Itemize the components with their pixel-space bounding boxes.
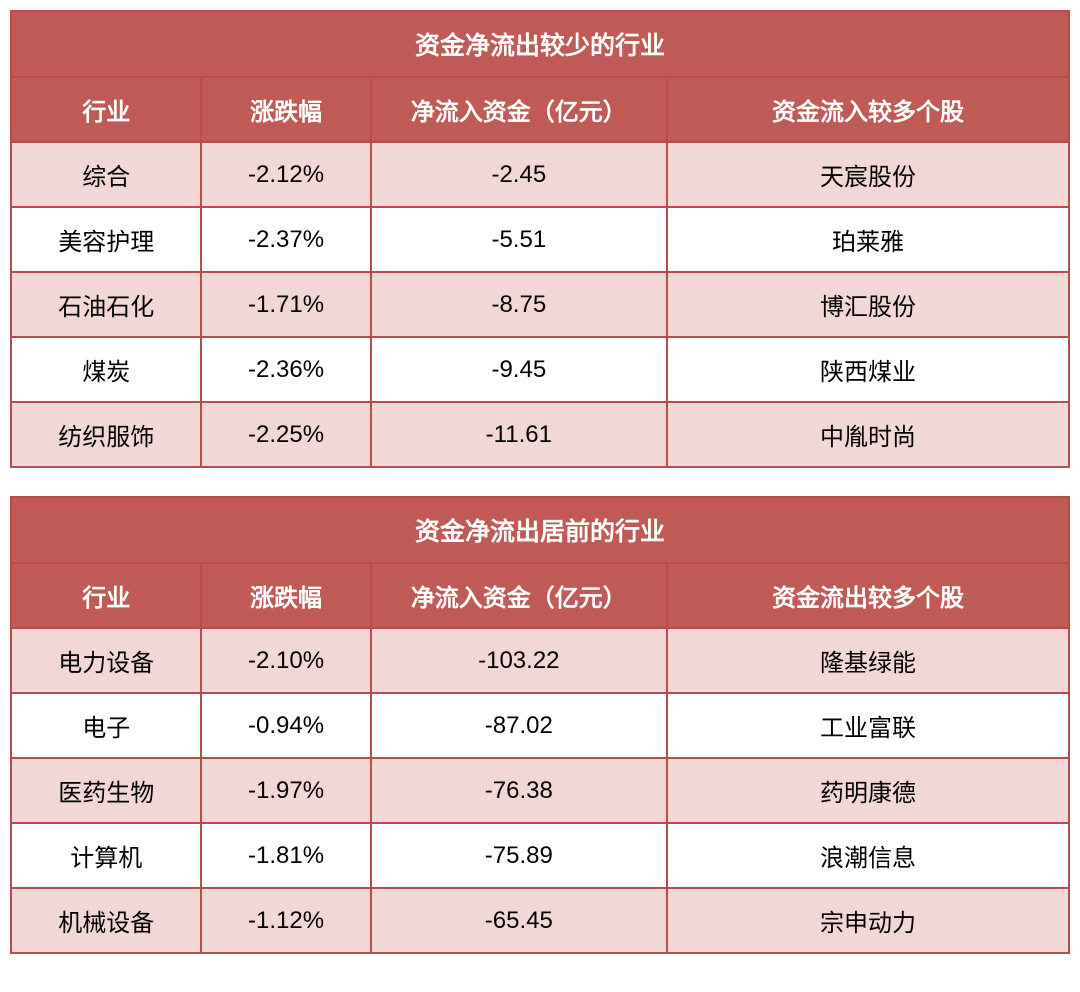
table-row: 石油石化 -1.71% -8.75 博汇股份 — [11, 272, 1069, 337]
cell-netflow: -8.75 — [371, 272, 667, 337]
table-title: 资金净流出居前的行业 — [11, 497, 1069, 563]
cell-change: -1.71% — [201, 272, 370, 337]
col-change: 涨跌幅 — [201, 77, 370, 142]
col-stock: 资金流出较多个股 — [667, 563, 1069, 628]
cell-netflow: -65.45 — [371, 888, 667, 953]
cell-netflow: -5.51 — [371, 207, 667, 272]
cell-netflow: -9.45 — [371, 337, 667, 402]
table-row: 电子 -0.94% -87.02 工业富联 — [11, 693, 1069, 758]
table-title-row: 资金净流出较少的行业 — [11, 11, 1069, 77]
col-industry: 行业 — [11, 77, 201, 142]
cell-change: -2.12% — [201, 142, 370, 207]
cell-stock: 工业富联 — [667, 693, 1069, 758]
cell-change: -1.81% — [201, 823, 370, 888]
col-stock: 资金流入较多个股 — [667, 77, 1069, 142]
table-row: 电力设备 -2.10% -103.22 隆基绿能 — [11, 628, 1069, 693]
cell-change: -1.97% — [201, 758, 370, 823]
col-change: 涨跌幅 — [201, 563, 370, 628]
table-row: 医药生物 -1.97% -76.38 药明康德 — [11, 758, 1069, 823]
data-table: 资金净流出较少的行业 行业 涨跌幅 净流入资金（亿元） 资金流入较多个股 综合 … — [10, 10, 1070, 468]
cell-stock: 博汇股份 — [667, 272, 1069, 337]
cell-stock: 珀莱雅 — [667, 207, 1069, 272]
cell-netflow: -11.61 — [371, 402, 667, 467]
cell-industry: 煤炭 — [11, 337, 201, 402]
table-title-row: 资金净流出居前的行业 — [11, 497, 1069, 563]
cell-netflow: -103.22 — [371, 628, 667, 693]
table-least-outflow: 资金净流出较少的行业 行业 涨跌幅 净流入资金（亿元） 资金流入较多个股 综合 … — [10, 10, 1070, 468]
cell-industry: 纺织服饰 — [11, 402, 201, 467]
cell-industry: 医药生物 — [11, 758, 201, 823]
table-row: 美容护理 -2.37% -5.51 珀莱雅 — [11, 207, 1069, 272]
cell-netflow: -76.38 — [371, 758, 667, 823]
table-header-row: 行业 涨跌幅 净流入资金（亿元） 资金流入较多个股 — [11, 77, 1069, 142]
table-row: 煤炭 -2.36% -9.45 陕西煤业 — [11, 337, 1069, 402]
cell-change: -1.12% — [201, 888, 370, 953]
cell-industry: 电子 — [11, 693, 201, 758]
cell-change: -2.37% — [201, 207, 370, 272]
cell-stock: 隆基绿能 — [667, 628, 1069, 693]
col-netflow: 净流入资金（亿元） — [371, 77, 667, 142]
data-table: 资金净流出居前的行业 行业 涨跌幅 净流入资金（亿元） 资金流出较多个股 电力设… — [10, 496, 1070, 954]
cell-change: -2.36% — [201, 337, 370, 402]
table-header-row: 行业 涨跌幅 净流入资金（亿元） 资金流出较多个股 — [11, 563, 1069, 628]
cell-industry: 计算机 — [11, 823, 201, 888]
table-row: 机械设备 -1.12% -65.45 宗申动力 — [11, 888, 1069, 953]
cell-change: -0.94% — [201, 693, 370, 758]
col-industry: 行业 — [11, 563, 201, 628]
cell-change: -2.25% — [201, 402, 370, 467]
cell-netflow: -87.02 — [371, 693, 667, 758]
cell-netflow: -75.89 — [371, 823, 667, 888]
cell-industry: 综合 — [11, 142, 201, 207]
cell-industry: 美容护理 — [11, 207, 201, 272]
cell-industry: 机械设备 — [11, 888, 201, 953]
cell-netflow: -2.45 — [371, 142, 667, 207]
cell-stock: 浪潮信息 — [667, 823, 1069, 888]
cell-industry: 电力设备 — [11, 628, 201, 693]
cell-stock: 宗申动力 — [667, 888, 1069, 953]
cell-stock: 陕西煤业 — [667, 337, 1069, 402]
table-row: 综合 -2.12% -2.45 天宸股份 — [11, 142, 1069, 207]
table-top-outflow: 资金净流出居前的行业 行业 涨跌幅 净流入资金（亿元） 资金流出较多个股 电力设… — [10, 496, 1070, 954]
col-netflow: 净流入资金（亿元） — [371, 563, 667, 628]
table-title: 资金净流出较少的行业 — [11, 11, 1069, 77]
table-row: 纺织服饰 -2.25% -11.61 中胤时尚 — [11, 402, 1069, 467]
cell-stock: 中胤时尚 — [667, 402, 1069, 467]
cell-change: -2.10% — [201, 628, 370, 693]
cell-industry: 石油石化 — [11, 272, 201, 337]
table-row: 计算机 -1.81% -75.89 浪潮信息 — [11, 823, 1069, 888]
cell-stock: 天宸股份 — [667, 142, 1069, 207]
cell-stock: 药明康德 — [667, 758, 1069, 823]
